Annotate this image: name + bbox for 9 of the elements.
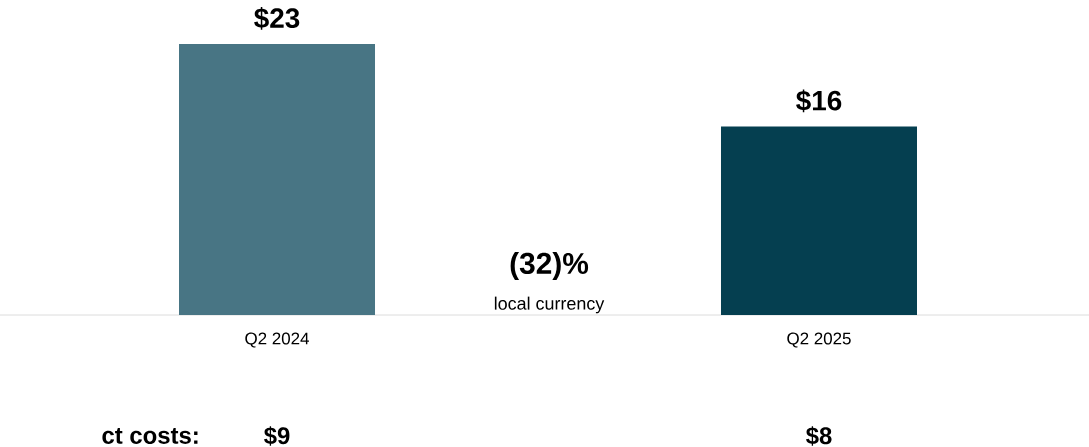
annotation: local currency bbox=[494, 296, 605, 314]
data-label: $23 bbox=[254, 7, 300, 30]
x-tick-label: Q2 2024 bbox=[245, 332, 309, 348]
data-label: $16 bbox=[796, 89, 842, 113]
text: $8 bbox=[806, 426, 832, 446]
text: $9 bbox=[264, 426, 290, 446]
annotation: (32)% bbox=[510, 252, 589, 280]
x-tick-label: Q2 2025 bbox=[787, 332, 851, 348]
text: ct costs: bbox=[102, 428, 198, 444]
